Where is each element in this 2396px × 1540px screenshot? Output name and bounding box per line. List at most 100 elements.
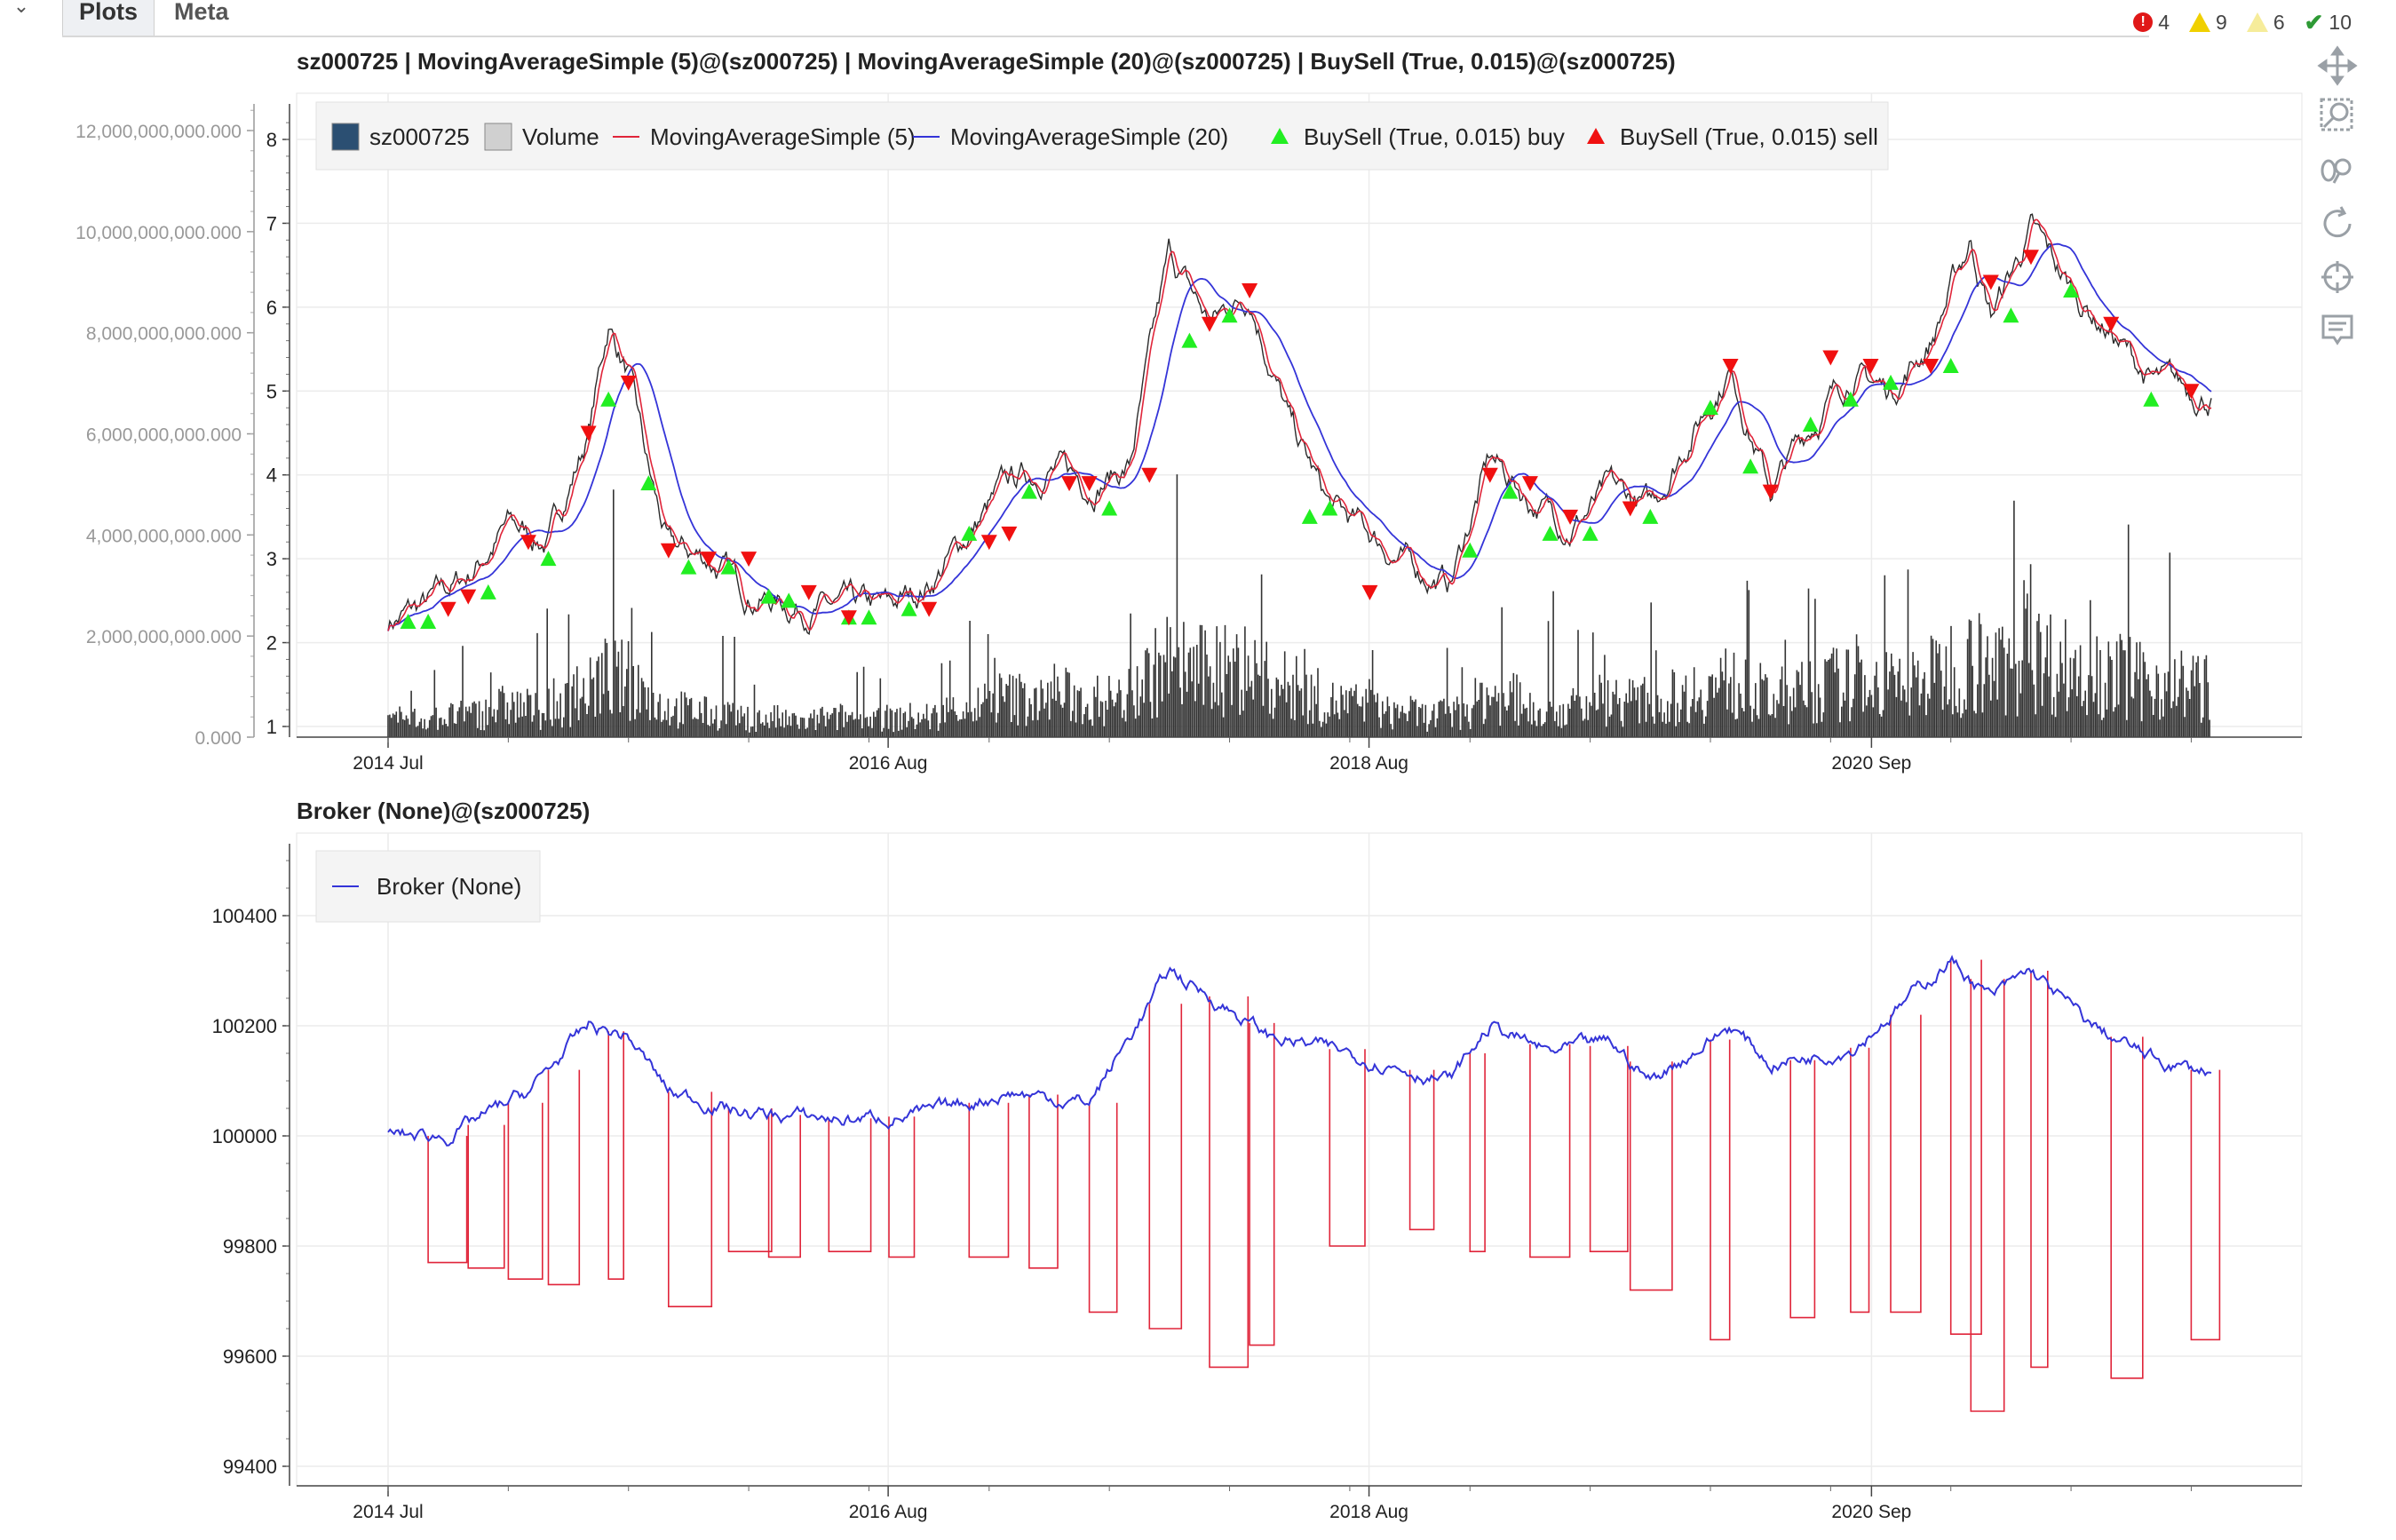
buy-marker bbox=[781, 592, 797, 608]
buy-marker bbox=[1742, 458, 1759, 474]
info-warning-count[interactable]: 6 bbox=[2246, 7, 2285, 37]
sell-marker bbox=[460, 589, 477, 605]
buy-marker bbox=[1883, 374, 1900, 390]
cash-dip bbox=[968, 1102, 1010, 1258]
broker-value-chart[interactable]: 99400 99600 99800 100000 100200 100400 2014 Ju… bbox=[0, 817, 2396, 1536]
legend-swatch bbox=[1587, 128, 1605, 144]
warning-icon bbox=[2189, 12, 2211, 32]
reset-icon[interactable] bbox=[2316, 202, 2359, 245]
cash-dip bbox=[607, 1031, 624, 1280]
buy-marker bbox=[1221, 307, 1238, 323]
tab-plots[interactable]: Plots bbox=[62, 0, 155, 36]
broker-x-tick-label: 2018 Aug bbox=[1329, 1502, 1408, 1522]
price-tick-label: 8 bbox=[266, 129, 277, 151]
sell-marker bbox=[1762, 484, 1779, 500]
chart2-frame bbox=[296, 832, 2303, 1487]
volume-tick-label: 4,000,000,000.000 bbox=[86, 526, 242, 546]
legend-label: sz000725 bbox=[369, 123, 470, 150]
wheel-zoom-icon[interactable] bbox=[2316, 149, 2359, 192]
cash-dip bbox=[767, 1115, 801, 1258]
cash-dip bbox=[507, 1102, 543, 1280]
buy-marker bbox=[540, 551, 557, 567]
sell-marker bbox=[440, 601, 456, 617]
cash-dip bbox=[427, 1136, 468, 1264]
legend-swatch bbox=[331, 123, 360, 151]
sell-marker bbox=[1622, 501, 1638, 517]
cash-dip bbox=[547, 1069, 581, 1286]
hover-icon[interactable] bbox=[2316, 309, 2359, 352]
crosshair-icon[interactable] bbox=[2316, 256, 2359, 298]
pan-icon[interactable] bbox=[2316, 44, 2359, 87]
cash-dip bbox=[2030, 971, 2049, 1369]
cash-dip bbox=[1408, 1069, 1435, 1231]
cash-dip bbox=[727, 1108, 773, 1252]
collapse-chevron-icon[interactable]: ⌄ bbox=[12, 0, 30, 17]
sma20-line bbox=[387, 242, 2212, 631]
broker-x-tick-label: 2020 Sep bbox=[1831, 1502, 1911, 1522]
buy-marker bbox=[1942, 357, 1959, 373]
price-volume-chart[interactable]: 1 2 3 4 5 6 7 8 0.000 2,000,000,000.000 4,000,000,… bbox=[0, 71, 2396, 835]
plot1-title: sz000725 | MovingAverageSimple (5)@(sz00… bbox=[297, 48, 1676, 75]
box-zoom-icon[interactable] bbox=[2316, 94, 2359, 137]
sell-marker bbox=[2183, 384, 2200, 400]
broker-tick-label: 100000 bbox=[212, 1125, 277, 1147]
buy-marker bbox=[640, 475, 657, 491]
sell-marker bbox=[2022, 250, 2039, 266]
cash-dip bbox=[1028, 1094, 1059, 1269]
buy-marker bbox=[2063, 282, 2080, 298]
buy-marker bbox=[900, 600, 917, 616]
buy-marker bbox=[2143, 391, 2160, 407]
info-warning-count-label: 6 bbox=[2273, 10, 2285, 34]
sell-marker bbox=[1201, 316, 1218, 332]
error-count[interactable]: ! 4 bbox=[2133, 7, 2170, 37]
sell-marker bbox=[1361, 584, 1378, 600]
cash-dip bbox=[1249, 1022, 1275, 1346]
warning-count[interactable]: 9 bbox=[2189, 7, 2227, 37]
cash-dip bbox=[1949, 959, 1982, 1335]
broker-value-line bbox=[387, 955, 2212, 1147]
buy-marker bbox=[1101, 500, 1118, 516]
price-tick-label: 6 bbox=[266, 297, 277, 319]
cash-dip bbox=[1789, 1060, 1816, 1319]
buy-marker bbox=[961, 525, 978, 541]
pass-count[interactable]: ✔ 10 bbox=[2305, 7, 2352, 37]
broker-x-tick-label: 2014 Jul bbox=[353, 1502, 423, 1522]
sell-marker bbox=[1822, 350, 1839, 366]
cash-dip bbox=[1629, 1061, 1673, 1291]
sell-marker bbox=[620, 375, 637, 391]
legend-label: BuySell (True, 0.015) buy bbox=[1304, 123, 1565, 150]
sell-marker bbox=[840, 610, 857, 626]
cash-dip bbox=[888, 1116, 916, 1258]
buy-marker bbox=[1301, 508, 1318, 524]
broker-tick-label: 99600 bbox=[223, 1346, 277, 1368]
info-warning-icon bbox=[2246, 12, 2268, 32]
x-tick-label: 2020 Sep bbox=[1831, 753, 1911, 774]
cash-dip bbox=[1469, 1053, 1486, 1252]
cash-dip bbox=[1329, 1049, 1366, 1247]
legend-label: MovingAverageSimple (5) bbox=[650, 123, 916, 150]
broker-tick-label: 100400 bbox=[212, 905, 277, 927]
cash-dip bbox=[1209, 996, 1250, 1369]
sell-marker bbox=[741, 552, 758, 568]
legend-label: Volume bbox=[522, 123, 599, 150]
buy-marker bbox=[720, 559, 737, 575]
cash-dip bbox=[1148, 1004, 1183, 1330]
tab-meta[interactable]: Meta bbox=[174, 0, 229, 25]
check-icon: ✔ bbox=[2304, 9, 2324, 36]
buy-marker bbox=[1582, 525, 1599, 541]
cash-dip bbox=[1529, 1044, 1571, 1258]
cash-dip bbox=[2110, 1036, 2144, 1379]
cash-dip bbox=[1890, 1014, 1922, 1314]
buy-marker bbox=[760, 588, 777, 604]
buy-marker bbox=[1020, 483, 1037, 499]
x-tick-label: 2014 Jul bbox=[353, 753, 423, 774]
sell-marker bbox=[1521, 476, 1538, 492]
sell-marker bbox=[580, 425, 597, 441]
buy-marker bbox=[861, 609, 877, 625]
sell-marker bbox=[1722, 358, 1739, 374]
buy-marker bbox=[1181, 332, 1198, 348]
volume-bars bbox=[387, 474, 2210, 737]
sell-marker bbox=[1061, 476, 1078, 492]
price-candles bbox=[387, 213, 2212, 636]
sell-marker bbox=[1242, 282, 1258, 298]
